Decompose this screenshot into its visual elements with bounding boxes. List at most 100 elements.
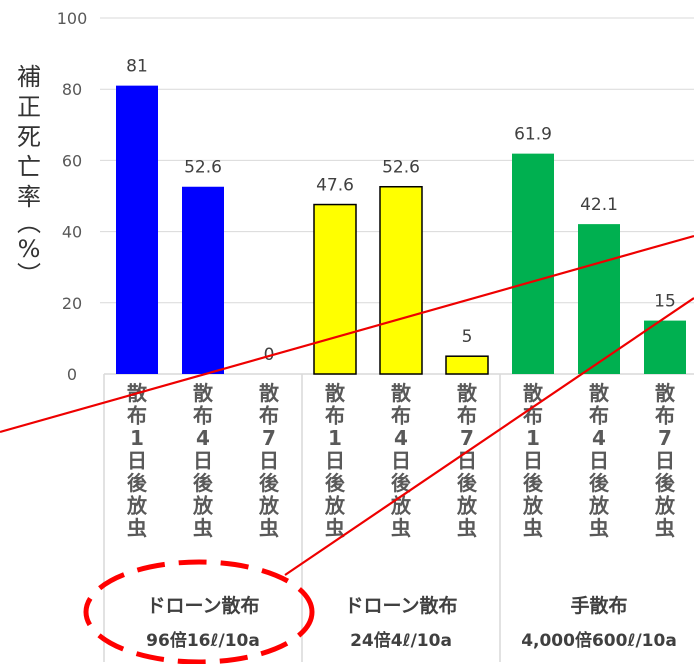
y-axis-label-char: % [17,235,41,263]
category-label-char: 放 [126,494,148,518]
category-label-char: 1 [328,426,342,450]
y-tick-label: 40 [62,223,82,242]
category-label-char: 4 [196,426,210,450]
bar [313,203,357,375]
category-label-char: 後 [325,471,346,495]
category-label-char: 後 [457,471,478,495]
category-label-char: 後 [589,471,610,495]
category-label-char: 7 [658,426,672,450]
bar-value-label: 52.6 [382,158,420,178]
category-label-char: 虫 [259,516,279,540]
y-axis-label-char: 亡 [17,153,41,181]
group-detail-label: 24倍4ℓ/10a [350,630,452,651]
category-label-char: 布 [259,404,279,428]
y-axis-label: 補正死亡率 ︵% ︶ [14,62,44,289]
y-axis-label-char: 死 [17,123,41,151]
bar [379,185,423,375]
y-tick-label: 60 [62,151,82,170]
y-tick-label: 100 [57,9,88,28]
category-label-char: 日 [391,449,411,473]
bar [445,355,489,375]
category-label-char: 後 [655,471,676,495]
bar [182,186,224,374]
group-name-label: ドローン散布 [146,594,259,617]
category-label-char: 散 [259,381,280,405]
category-label-char: 散 [523,381,544,405]
category-label-char: 散 [457,381,478,405]
category-label-char: 散 [325,381,346,405]
bar-value-label: 15 [654,292,676,312]
category-label-char: 放 [654,494,676,518]
category-label-char: 日 [523,449,543,473]
y-axis-label-char: ︵ [17,209,41,237]
y-tick-label: 20 [62,294,82,313]
category-label-char: 虫 [391,516,411,540]
category-label-char: 布 [391,404,411,428]
category-label-char: 布 [127,404,147,428]
category-label-char: 放 [258,494,280,518]
category-label-char: 1 [130,426,144,450]
y-tick-label: 80 [62,80,82,99]
group-detail-label: 4,000倍600ℓ/10a [521,630,677,651]
category-label-char: 日 [325,449,345,473]
category-label-char: 日 [127,449,147,473]
category-label-char: 虫 [457,516,477,540]
y-axis-label-char: ︶ [17,261,41,289]
y-axis-label-char: 正 [17,93,41,121]
category-label-char: 虫 [127,516,147,540]
bar-value-label: 61.9 [514,125,552,145]
group-name-label: ドローン散布 [344,594,457,617]
category-label-char: 布 [655,404,675,428]
highlight-ellipse [83,559,315,664]
bar-value-label: 47.6 [316,176,354,196]
bar-value-label: 81 [126,57,148,77]
annotation-line [284,297,694,576]
category-label-char: 散 [193,381,214,405]
category-label-char: 4 [394,426,408,450]
category-label-char: 放 [456,494,478,518]
category-label-char: 布 [193,404,213,428]
category-label-char: 後 [523,471,544,495]
category-label-char: 布 [325,404,345,428]
category-label-char: 散 [589,381,610,405]
group-detail-label: 96倍16ℓ/10a [146,630,260,651]
category-label-char: 放 [324,494,346,518]
category-label-char: 後 [193,471,214,495]
category-label-char: 日 [655,449,675,473]
category-label-char: 日 [193,449,213,473]
y-axis-label-char: 率 [17,183,41,211]
category-label-char: 1 [526,426,540,450]
bar [116,85,158,374]
y-axis-label-char: 補 [17,63,41,91]
category-label-char: 散 [391,381,412,405]
category-label-char: 7 [262,426,276,450]
bar [644,320,686,374]
category-label-char: 虫 [325,516,345,540]
group-name-label: 手散布 [570,594,627,617]
category-label-char: 散 [655,381,676,405]
y-tick-label: 0 [67,365,77,384]
category-label-char: 虫 [655,516,675,540]
category-label-char: 布 [589,404,609,428]
category-label-char: 虫 [193,516,213,540]
category-label-char: 日 [589,449,609,473]
category-label-char: 4 [592,426,606,450]
category-label-char: 7 [460,426,474,450]
category-label-char: 放 [522,494,544,518]
bar [578,224,620,374]
bar [512,153,554,374]
category-label-char: 放 [588,494,610,518]
bar-value-label: 42.1 [580,195,618,215]
category-label-char: 虫 [523,516,543,540]
category-label-char: 後 [259,471,280,495]
category-label-char: 放 [192,494,214,518]
bar-value-label: 5 [462,327,473,347]
annotation-line [0,234,694,434]
category-label-char: 後 [391,471,412,495]
category-label-char: 虫 [589,516,609,540]
bar-value-label: 52.6 [184,158,222,178]
category-label-char: 日 [259,449,279,473]
category-label-char: 布 [457,404,477,428]
category-label-char: 後 [127,471,148,495]
